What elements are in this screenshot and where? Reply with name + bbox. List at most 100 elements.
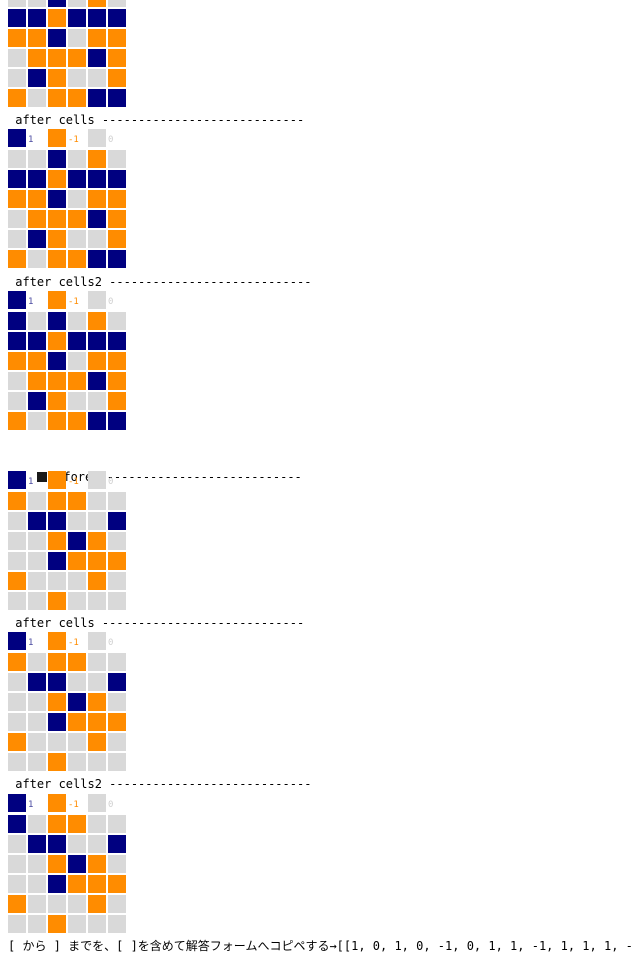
grid-cell: [88, 230, 106, 248]
grid-cell: [108, 190, 126, 208]
legend-label: -1: [68, 800, 79, 810]
legend-swatch: [88, 129, 106, 147]
grid-cell: [8, 895, 26, 913]
grid-cell: [108, 855, 126, 873]
grid-cell: [8, 733, 26, 751]
grid-cell: [108, 69, 126, 87]
grid-cell: [28, 875, 46, 893]
grid-cell: [28, 835, 46, 853]
legend-swatch: [8, 471, 26, 489]
legend-swatch: [88, 794, 106, 812]
grid-cell: [48, 230, 66, 248]
grid-cell: [108, 412, 126, 430]
grid-cell: [48, 89, 66, 107]
grid-cell: [28, 150, 46, 168]
grid-cell: [28, 673, 46, 691]
grid-cell: [8, 512, 26, 530]
grid-cell: [68, 230, 86, 248]
grid-cell: [68, 69, 86, 87]
grid-cell: [68, 693, 86, 711]
grid-cell: [108, 392, 126, 410]
grid-cell: [8, 372, 26, 390]
grid-cell: [108, 492, 126, 510]
grid-cell: [68, 915, 86, 933]
grid-cell: [8, 210, 26, 228]
legend-swatch: [48, 129, 66, 147]
legend-swatch: [88, 471, 106, 489]
grid-cell: [28, 49, 46, 67]
section-title-after-cells: after cells ----------------------------: [8, 616, 305, 630]
grid-cell: [68, 653, 86, 671]
grid-cell: [48, 673, 66, 691]
grid-cell: [48, 170, 66, 188]
grid-cell: [28, 895, 46, 913]
grid-cell: [8, 915, 26, 933]
legend-label: 1: [28, 297, 34, 307]
grid-cell: [68, 532, 86, 550]
grid-cell: [28, 0, 46, 7]
grid-cell: [108, 230, 126, 248]
grid-cell: [8, 693, 26, 711]
grid-cell: [68, 372, 86, 390]
grid-cell: [28, 855, 46, 873]
legend-swatch: [48, 794, 66, 812]
grid-cell: [48, 592, 66, 610]
grid-cell: [88, 855, 106, 873]
grid-cell: [68, 190, 86, 208]
grid-cell: [88, 9, 106, 27]
grid-cell: [48, 915, 66, 933]
grid-cell: [88, 915, 106, 933]
grid-cell: [88, 89, 106, 107]
section-title-after-cells2: after cells2 ---------------------------…: [8, 777, 312, 791]
grid-cell: [88, 693, 106, 711]
grid-cell: [8, 69, 26, 87]
grid-cell: [48, 392, 66, 410]
section-heading-before: before ----------------------------: [8, 453, 302, 484]
grid-cell: [8, 29, 26, 47]
grid-cell: [68, 552, 86, 570]
grid-cell: [108, 713, 126, 731]
grid-cell: [88, 552, 106, 570]
grid-cell: [28, 592, 46, 610]
grid-cell: [88, 150, 106, 168]
grid-cell: [8, 653, 26, 671]
grid-cell: [68, 150, 86, 168]
section-title-after-cells: after cells ----------------------------: [8, 113, 305, 127]
grid-cell: [8, 250, 26, 268]
grid-cell: [68, 713, 86, 731]
grid-cell: [108, 29, 126, 47]
grid-cell: [108, 372, 126, 390]
grid-cell: [8, 230, 26, 248]
grid-cell: [68, 572, 86, 590]
grid-cell: [88, 250, 106, 268]
grid-cell: [8, 392, 26, 410]
grid-cell: [68, 332, 86, 350]
grid-cell: [48, 0, 66, 7]
grid-cell: [68, 895, 86, 913]
grid-cell: [48, 332, 66, 350]
grid-cell: [68, 210, 86, 228]
grid-before: [8, 492, 128, 612]
grid-cell: [28, 372, 46, 390]
grid-cell: [68, 492, 86, 510]
grid-cell: [8, 9, 26, 27]
legend-label: -1: [68, 135, 79, 145]
grid-cell: [88, 372, 106, 390]
legend-swatch: [48, 632, 66, 650]
grid-cell: [68, 352, 86, 370]
grid-cell: [88, 352, 106, 370]
legend-swatch: [48, 291, 66, 309]
grid-cell: [108, 532, 126, 550]
grid-cell: [108, 733, 126, 751]
grid-cell: [8, 552, 26, 570]
grid-cell: [48, 875, 66, 893]
grid-cell: [108, 352, 126, 370]
grid-cell: [48, 733, 66, 751]
grid-cell: [108, 835, 126, 853]
grid-cell: [28, 412, 46, 430]
grid-cell: [28, 170, 46, 188]
section-title-after-cells2: after cells2 ---------------------------…: [8, 275, 312, 289]
grid-cell: [108, 9, 126, 27]
grid-cell: [108, 150, 126, 168]
